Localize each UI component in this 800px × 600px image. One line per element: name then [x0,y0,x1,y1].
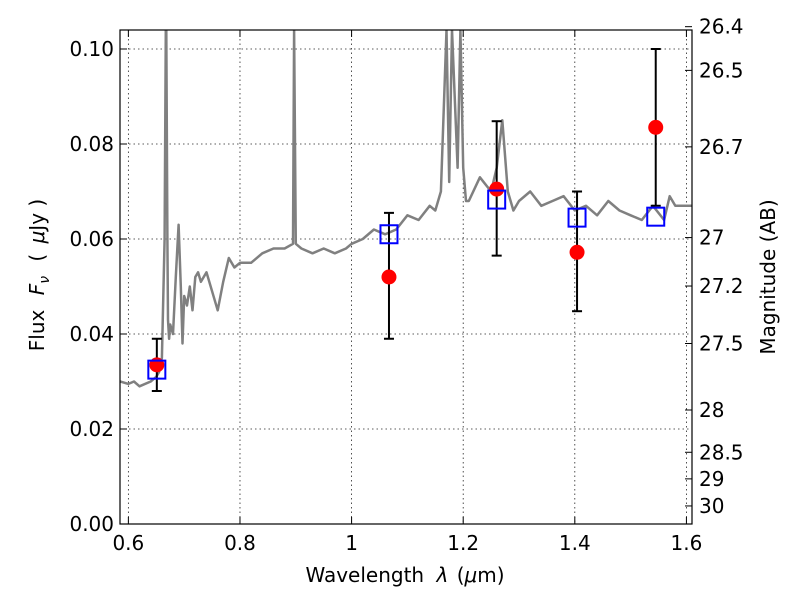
model-flux-square [379,224,399,245]
magnitude-tick-label: 27.2 [699,274,744,298]
x-axis-label: Wavelength λ (μm) [305,563,504,587]
axes-frame [119,29,693,525]
magnitude-tick-label: 28.5 [699,440,744,464]
x-tick-label: 1.6 [671,531,703,555]
observed-flux-point [381,269,397,285]
ticks: 0.6 0.8 1 1.2 1.4 1.6 0.00 0.02 0.04 0.06 0.08 0.10… [69,15,743,555]
y-tick-label: 0.00 [69,512,114,536]
magnitude-tick-label: 27 [699,226,724,250]
magnitude-axis-label: Magnitude (AB) [756,199,780,354]
y-tick-label: 0.08 [69,132,114,156]
magnitude-tick-label: 29 [699,467,724,491]
y-tick-label: 0.02 [69,417,114,441]
magnitude-tick-label: 28 [699,398,724,422]
magnitude-tick-label: 27.5 [699,332,744,356]
y-tick-label: 0.04 [69,322,114,346]
x-tick-label: 1.2 [447,531,479,555]
y-axis-label: Flux Fν ( μJy ) [25,199,54,351]
model-flux-square [147,359,167,380]
plot-area [120,30,692,388]
observed-flux-point [569,244,585,260]
model-flux-square [646,206,666,227]
magnitude-tick-label: 30 [699,494,724,518]
observed-flux-point [489,181,505,197]
observed-flux-point [648,119,664,135]
model-flux-square [567,207,587,228]
y-tick-label: 0.10 [69,37,114,61]
model-flux-square [487,189,507,210]
grid [120,30,692,524]
x-tick-label: 1 [345,531,358,555]
spectrum-line [120,30,692,388]
magnitude-tick-label: 26.5 [699,58,744,82]
x-tick-label: 1.4 [559,531,591,555]
x-tick-label: 0.8 [224,531,256,555]
magnitude-tick-label: 26.7 [699,135,744,159]
x-tick-label: 0.6 [112,531,144,555]
y-tick-label: 0.06 [69,227,114,251]
magnitude-tick-label: 26.4 [699,15,744,39]
